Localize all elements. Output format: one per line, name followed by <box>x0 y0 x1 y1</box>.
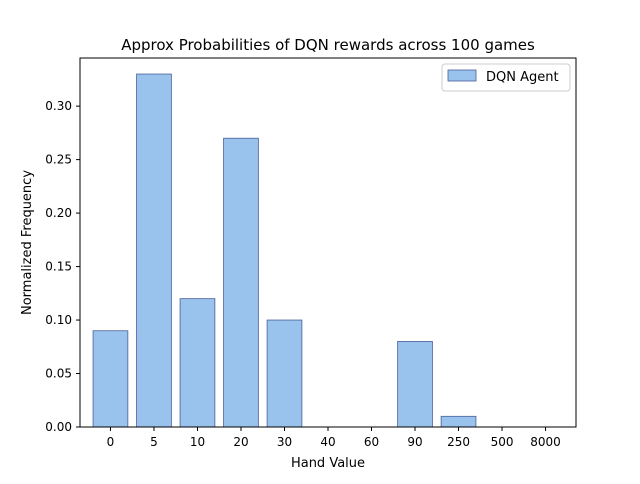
x-tick-label: 60 <box>364 435 379 449</box>
x-tick-label: 20 <box>233 435 248 449</box>
bar-90 <box>397 341 433 428</box>
chart-title: Approx Probabilities of DQN rewards acro… <box>121 36 535 54</box>
bar-20 <box>223 137 259 428</box>
x-tick-label: 500 <box>491 435 514 449</box>
x-tick-label: 8000 <box>530 435 561 449</box>
bar-0 <box>92 330 129 428</box>
legend-label: DQN Agent <box>486 70 559 85</box>
x-axis-ticks: 0 5 10 20 30 40 60 90 250 500 8000 <box>107 427 561 449</box>
x-tick-label: 40 <box>320 435 335 449</box>
y-tick-label: 0.10 <box>45 313 72 327</box>
y-tick-label: 0.05 <box>45 367 72 381</box>
x-tick-label: 10 <box>190 435 205 449</box>
x-tick-label: 250 <box>447 435 470 449</box>
bar-5 <box>136 73 172 428</box>
y-tick-label: 0.20 <box>45 206 72 220</box>
legend: DQN Agent <box>441 63 571 92</box>
y-tick-label: 0.15 <box>45 260 72 274</box>
plot-frame <box>79 57 577 428</box>
x-tick-label: 30 <box>277 435 292 449</box>
x-tick-label: 0 <box>107 435 115 449</box>
bar-10 <box>179 298 216 428</box>
bar-30 <box>266 319 303 428</box>
bars-group <box>92 73 477 428</box>
legend-swatch <box>447 69 477 82</box>
y-axis-ticks: 0.00 0.05 0.10 0.15 0.20 0.25 0.30 <box>45 99 80 434</box>
y-axis-label: Normalized Frequency <box>20 170 35 315</box>
x-axis-label: Hand Value <box>291 456 365 471</box>
y-tick-label: 0.00 <box>45 420 72 434</box>
bar-250 <box>440 415 477 428</box>
y-tick-label: 0.30 <box>45 99 72 113</box>
x-tick-label: 5 <box>150 435 158 449</box>
y-tick-label: 0.25 <box>45 153 72 167</box>
x-tick-label: 90 <box>407 435 422 449</box>
